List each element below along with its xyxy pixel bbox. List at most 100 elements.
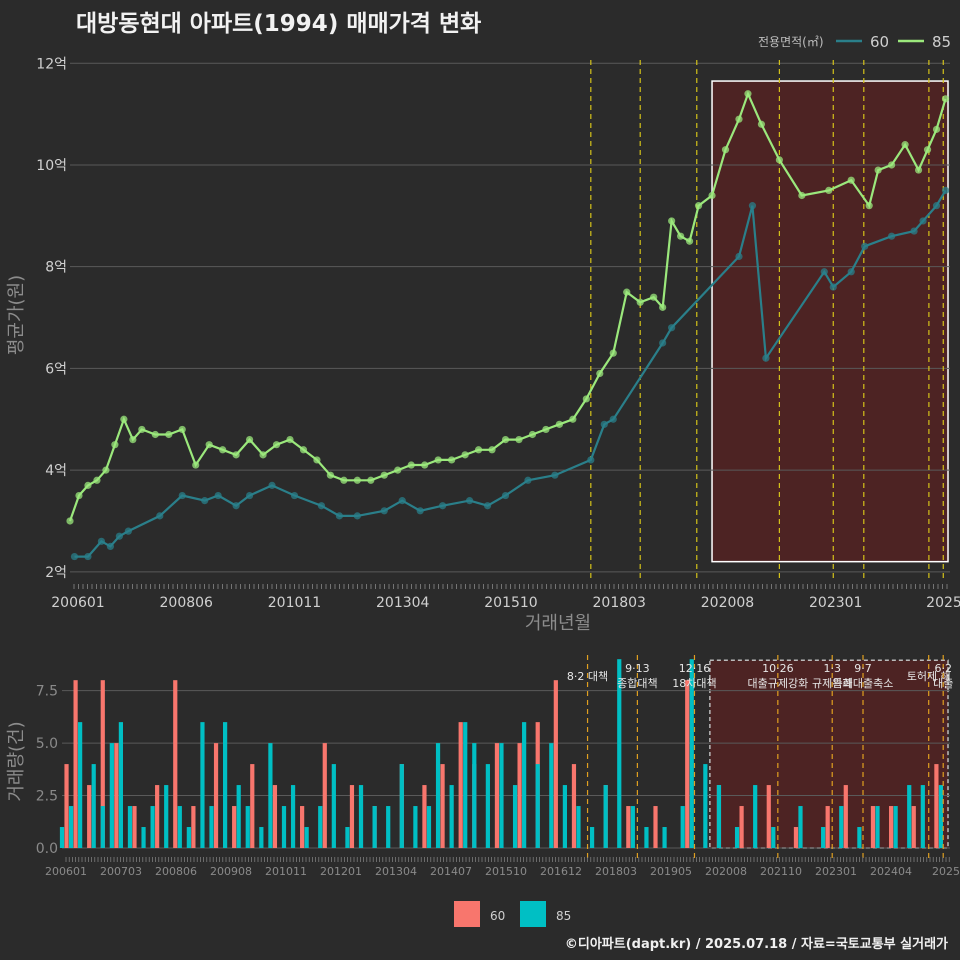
bar-85 bbox=[59, 827, 65, 848]
data-point-85 bbox=[677, 232, 685, 240]
legend-label-bar-85: 85 bbox=[556, 909, 571, 923]
bar-60 bbox=[272, 785, 278, 848]
data-point-85 bbox=[582, 395, 590, 403]
data-point-60 bbox=[820, 268, 828, 276]
bar-85 bbox=[680, 806, 685, 848]
bar-85 bbox=[304, 827, 309, 848]
data-point-85 bbox=[474, 446, 483, 454]
bar-60 bbox=[232, 806, 237, 848]
data-point-85 bbox=[775, 156, 783, 164]
data-point-85 bbox=[650, 293, 658, 301]
policy-label: 1·3 bbox=[823, 662, 841, 675]
y-tick-label: 4억 bbox=[45, 463, 67, 479]
y-tick-label: 5.0 bbox=[36, 736, 58, 752]
legend-label-85: 85 bbox=[932, 33, 951, 51]
bar-85 bbox=[290, 785, 296, 848]
bar-85 bbox=[245, 806, 250, 848]
x-tick-label: 200703 bbox=[100, 865, 142, 878]
data-point-60 bbox=[317, 502, 326, 510]
credit-line: ©디아파트(dapt.kr) / 2025.07.18 / 자료=국토교통부 실… bbox=[564, 937, 948, 952]
bar-60 bbox=[870, 806, 876, 848]
bar-85 bbox=[127, 806, 133, 848]
bar-85 bbox=[472, 743, 477, 848]
bar-85 bbox=[535, 764, 540, 848]
data-point-60 bbox=[201, 497, 209, 505]
data-point-60 bbox=[609, 415, 617, 423]
bar-85 bbox=[426, 806, 432, 848]
data-point-60 bbox=[232, 502, 240, 510]
data-point-85 bbox=[694, 202, 703, 210]
y-tick-label: 6억 bbox=[45, 361, 67, 377]
x-tick-label: 200908 bbox=[210, 865, 252, 878]
bar-85 bbox=[562, 785, 567, 848]
data-point-60 bbox=[353, 512, 361, 520]
data-point-60 bbox=[932, 202, 941, 210]
data-point-85 bbox=[151, 430, 159, 439]
x-tick-label: 201011 bbox=[268, 595, 321, 611]
bar-85 bbox=[109, 743, 114, 848]
data-point-85 bbox=[708, 191, 716, 200]
bar-60 bbox=[191, 806, 196, 848]
data-point-85 bbox=[515, 436, 523, 444]
bar-85 bbox=[331, 764, 336, 848]
policy-label: 10·26 bbox=[762, 662, 794, 675]
data-point-85 bbox=[569, 415, 577, 423]
data-point-85 bbox=[326, 471, 335, 479]
bar-60 bbox=[100, 680, 105, 848]
bar-85 bbox=[399, 764, 404, 848]
data-point-60 bbox=[84, 552, 92, 561]
data-point-85 bbox=[421, 461, 429, 469]
bar-85 bbox=[463, 722, 468, 848]
x-tick-label: 202301 bbox=[815, 865, 857, 878]
data-point-60 bbox=[106, 542, 115, 551]
bar-85 bbox=[281, 806, 287, 848]
data-point-60 bbox=[178, 491, 186, 500]
data-point-85 bbox=[721, 146, 730, 154]
data-point-85 bbox=[825, 186, 833, 194]
bar-85 bbox=[223, 722, 228, 848]
bar-85 bbox=[386, 806, 391, 848]
data-point-60 bbox=[97, 537, 106, 545]
data-point-85 bbox=[299, 446, 308, 454]
bar-60 bbox=[422, 785, 427, 848]
bar-60 bbox=[64, 764, 69, 848]
data-point-60 bbox=[245, 491, 254, 500]
bar-60 bbox=[911, 806, 916, 848]
legend-title: 전용면적(㎡) bbox=[758, 35, 824, 49]
y-tick-label: 0.0 bbox=[36, 841, 58, 857]
bar-85 bbox=[150, 806, 155, 848]
data-point-60 bbox=[335, 512, 343, 520]
data-point-60 bbox=[910, 227, 918, 235]
highlight-box bbox=[711, 80, 949, 563]
data-point-60 bbox=[483, 502, 492, 510]
legend-label-bar-60: 60 bbox=[490, 909, 505, 923]
policy-label: 12·16 bbox=[679, 662, 711, 675]
data-point-60 bbox=[668, 324, 676, 332]
bar-85 bbox=[118, 722, 123, 848]
x-tick-label: 201407 bbox=[430, 865, 472, 878]
bar-85 bbox=[318, 806, 323, 848]
data-point-85 bbox=[941, 95, 950, 103]
legend-swatch-bar-85 bbox=[520, 901, 546, 927]
data-point-85 bbox=[340, 476, 348, 484]
bar-85 bbox=[259, 827, 264, 848]
bar-85 bbox=[839, 806, 844, 848]
data-point-60 bbox=[941, 186, 950, 194]
bar-85 bbox=[821, 827, 826, 848]
data-point-85 bbox=[192, 461, 200, 469]
bar-85 bbox=[617, 659, 622, 848]
x-tick-label: 202301 bbox=[809, 595, 862, 611]
bar-60 bbox=[685, 680, 690, 848]
data-point-85 bbox=[847, 176, 855, 184]
bar-85 bbox=[576, 806, 581, 848]
data-point-60 bbox=[268, 481, 276, 489]
bar-85 bbox=[644, 827, 649, 848]
x-tick-label: 2025 bbox=[932, 865, 960, 878]
bar-60 bbox=[349, 785, 355, 848]
data-point-60 bbox=[600, 420, 608, 428]
data-point-60 bbox=[524, 476, 532, 484]
bar-60 bbox=[458, 722, 463, 848]
bar-85 bbox=[268, 743, 273, 848]
data-point-85 bbox=[232, 451, 240, 459]
data-point-85 bbox=[542, 425, 550, 434]
